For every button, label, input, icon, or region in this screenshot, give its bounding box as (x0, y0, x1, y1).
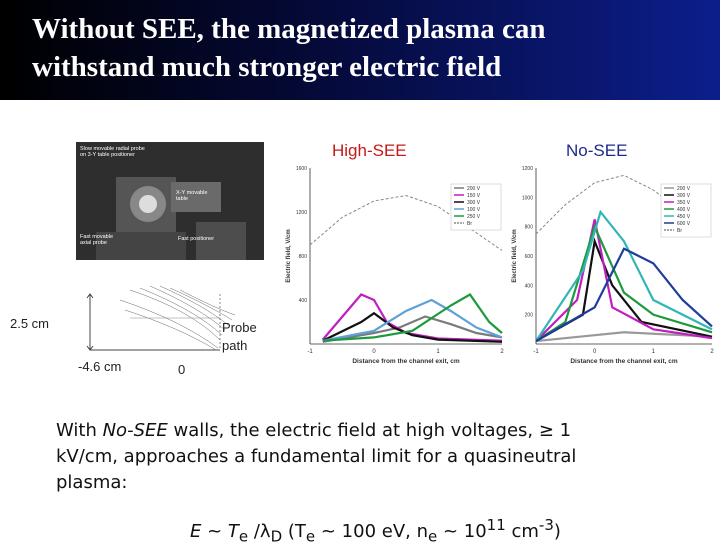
body-text-1b: No-SEE (102, 420, 168, 441)
formula-rest3: ~ 10 (437, 521, 487, 542)
formula-sup2: -3 (538, 516, 554, 534)
legend-entry: 300 V (677, 193, 691, 199)
x-tick-label: -1 (533, 349, 539, 355)
y-tick-label: 1200 (522, 166, 533, 172)
x-tick-label: 0 (593, 349, 597, 355)
field-lines (119, 285, 236, 351)
x-tick-label: 0 (372, 349, 376, 355)
x-tick-label: 1 (436, 349, 440, 355)
slide-title: Without SEE, the magnetized plasma can w… (32, 10, 692, 86)
series-line (322, 298, 503, 342)
y-tick-label: 400 (299, 298, 308, 304)
body-line-1: With No-SEE walls, the electric field at… (56, 418, 666, 444)
title-bar (0, 0, 720, 100)
formula-unit: cm (505, 521, 539, 542)
series-line (309, 194, 503, 251)
formula-mid: /λ (248, 521, 271, 542)
no-see-plot: -1 0 1 2 1200 1000 800 600 400 200 Distance from t… (512, 166, 714, 365)
experiment-photo: Slow movable radial probe on 3-Y table p… (76, 142, 264, 260)
legend-entry: Br (677, 228, 682, 234)
legend-entry: 150 V (467, 193, 481, 199)
series-line (535, 209, 713, 342)
photo-label-xy: X-Y movable table (176, 190, 208, 202)
formula-n-sub: e (427, 527, 438, 546)
x-tick-label: -1 (307, 349, 313, 355)
legend-entry: 300 V (467, 200, 481, 206)
title-line-1: Without SEE, the magnetized plasma can (32, 13, 546, 45)
no-see-header: No-SEE (566, 141, 628, 160)
photo-drawing (76, 142, 264, 260)
photo-label-fast-positioner: Fast positioner (178, 236, 215, 242)
formula-rest-sub: e (305, 527, 316, 546)
body-text-1c: walls, the electric field at high voltag… (167, 420, 572, 441)
series-line (322, 311, 503, 343)
legend-box (660, 183, 712, 238)
probe-schematic (86, 285, 236, 351)
y-tick-label: 800 (525, 225, 534, 231)
y-axis-label: Electric field, V/cm (512, 229, 518, 282)
label-path: path (222, 338, 248, 353)
series-line (535, 247, 713, 343)
x-tick-label: 2 (500, 349, 504, 355)
formula-e: E ~ T (190, 521, 239, 542)
body-text-1a: With (56, 420, 103, 441)
legend-entry: 350 V (677, 200, 691, 206)
y-tick-label: 800 (299, 254, 308, 260)
x-axis-label: Distance from the channel exit, cm (352, 358, 460, 365)
x-tick-label: 1 (652, 349, 656, 355)
body-text: With No-SEE walls, the electric field at… (56, 418, 666, 496)
legend-entry: Br (467, 221, 472, 227)
legend-entry: 200 V (467, 186, 481, 192)
label-zero: 0 (178, 362, 186, 377)
y-tick-label: 1200 (296, 210, 307, 216)
y-tick-label: 600 (525, 254, 534, 260)
label-left: -4.6 cm (78, 359, 122, 374)
photo-label-slow: Slow movable radial probe on 3-Y table p… (80, 146, 145, 158)
x-axis-label: Distance from the channel exit, cm (570, 358, 678, 365)
body-line-2: kV/cm, approaches a fundamental limit fo… (56, 446, 577, 467)
series-line (535, 223, 713, 342)
legend-entry: 600 V (677, 221, 691, 227)
formula-rest2: ~ 100 eV, n (315, 521, 428, 542)
legend-entry: 200 V (677, 186, 691, 192)
legend-entry: 100 V (467, 207, 481, 213)
y-tick-label: 400 (525, 283, 534, 289)
formula-sup1: 11 (486, 516, 506, 534)
y-tick-label: 1600 (296, 166, 307, 172)
series-line (322, 315, 503, 343)
legend-entry: 400 V (677, 207, 691, 213)
y-tick-label: 1000 (522, 195, 533, 201)
title-line-2: withstand much stronger electric field (32, 51, 502, 83)
high-see-plot: -1 0 1 2 1600 1200 800 400 Distance from the cha… (286, 166, 504, 365)
photo-label-fast-axial: Fast movable axial probe (80, 234, 114, 246)
y-tick-label: 200 (525, 313, 534, 319)
label-height: 2.5 cm (10, 316, 50, 331)
formula: E ~ Te /λD (Te ~ 100 eV, ne ~ 1011 cm-3) (190, 516, 561, 546)
formula-rest: (T (282, 521, 306, 542)
series-line (322, 293, 503, 342)
formula-d-sub: D (270, 527, 283, 546)
legend-entry: 250 V (467, 214, 481, 220)
formula-e-sub: e (238, 527, 249, 546)
body-line-3: plasma: (56, 472, 128, 493)
formula-close: ) (553, 521, 561, 542)
legend-box (450, 183, 502, 231)
y-axis-label: Electric field, V/cm (286, 229, 292, 282)
high-see-header: High-SEE (332, 141, 407, 160)
label-probe: Probe (222, 320, 257, 335)
x-tick-label: 2 (710, 349, 714, 355)
legend-entry: 450 V (677, 214, 691, 220)
